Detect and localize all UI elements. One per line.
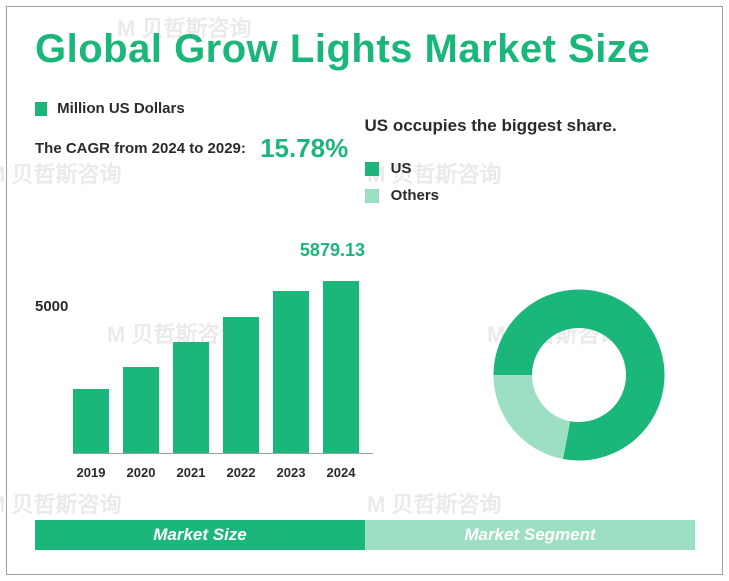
tab-market-segment: Market Segment: [365, 520, 695, 550]
right-panel: US occupies the biggest share. US Others: [365, 100, 695, 480]
x-label: 2022: [223, 465, 259, 480]
y-axis-label: 5000: [35, 298, 68, 315]
outer-frame: M 贝哲斯咨询 M 贝哲斯咨询 M 贝哲斯咨询 M 贝哲斯咨询 M 贝哲斯咨询 …: [6, 6, 723, 575]
x-label: 2024: [323, 465, 359, 480]
x-label: 2021: [173, 465, 209, 480]
bar: [273, 291, 309, 453]
bar-data-label: 5879.13: [300, 240, 365, 261]
legend-square-icon: [35, 102, 47, 116]
watermark: M 贝哲斯咨询: [0, 487, 121, 519]
legend-square-icon: [365, 189, 379, 203]
legend-square-icon: [365, 162, 379, 176]
donut-legend-us: US: [365, 160, 695, 177]
cagr-prefix: The CAGR from 2024 to 2029:: [35, 140, 246, 157]
x-label: 2020: [123, 465, 159, 480]
donut-slice: [494, 375, 571, 459]
x-labels: 2019 2020 2021 2022 2023 2024: [73, 465, 373, 480]
x-label: 2019: [73, 465, 109, 480]
left-panel: Million US Dollars The CAGR from 2024 to…: [35, 100, 365, 480]
bars-container: [73, 264, 373, 454]
bar: [173, 342, 209, 453]
legend-label-us: US: [391, 160, 412, 177]
segment-headline: US occupies the biggest share.: [365, 116, 695, 136]
content-row: Million US Dollars The CAGR from 2024 to…: [35, 100, 694, 480]
legend-label-others: Others: [391, 187, 439, 204]
donut-chart: [484, 280, 674, 470]
bar: [223, 317, 259, 453]
footer-tabs: Market Size Market Segment: [35, 520, 695, 550]
bar: [123, 367, 159, 453]
bar-legend: Million US Dollars: [35, 100, 365, 117]
page-title: Global Grow Lights Market Size: [35, 27, 694, 72]
bar-chart: 5000 5879.13 2019 2020 2021 2022 2023 2024: [35, 220, 375, 480]
cagr-line: The CAGR from 2024 to 2029: 15.78%: [35, 133, 365, 164]
donut-legend-others: Others: [365, 187, 695, 204]
bar: [323, 281, 359, 453]
watermark: M 贝哲斯咨询: [367, 487, 501, 519]
bar: [73, 389, 109, 453]
tab-market-size: Market Size: [35, 520, 365, 550]
x-label: 2023: [273, 465, 309, 480]
bar-legend-label: Million US Dollars: [57, 100, 185, 117]
cagr-value: 15.78%: [260, 133, 348, 164]
